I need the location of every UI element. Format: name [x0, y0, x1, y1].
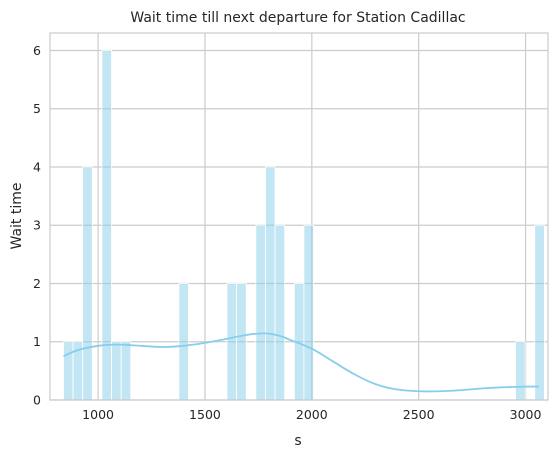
- histogram-bar: [515, 341, 526, 401]
- x-axis-label: s: [294, 433, 301, 449]
- histogram-bars: [63, 50, 545, 401]
- x-tick-labels: 1000 1500 2000 2500 3000: [82, 407, 541, 422]
- histogram-bar: [111, 341, 122, 401]
- x-tick-label: 1500: [189, 407, 221, 422]
- histogram-bar: [265, 166, 276, 401]
- histogram-bar: [534, 224, 545, 401]
- y-tick-label: 4: [33, 159, 41, 174]
- histogram-bar: [303, 224, 314, 401]
- histogram-bar: [255, 224, 266, 401]
- y-tick-label: 3: [33, 218, 41, 233]
- y-tick-label: 6: [33, 43, 41, 58]
- histogram-bar: [101, 50, 112, 401]
- histogram-bar: [120, 341, 132, 401]
- y-tick-label: 2: [33, 276, 41, 291]
- y-tick-label: 0: [33, 393, 41, 408]
- x-tick-label: 3000: [510, 407, 542, 422]
- x-tick-label: 1000: [82, 407, 114, 422]
- y-tick-label: 5: [33, 101, 41, 116]
- plot-area-frame: [49, 32, 549, 401]
- x-tick-label: 2000: [296, 407, 328, 422]
- histogram-bar: [82, 166, 93, 401]
- kde-curve: [63, 332, 540, 393]
- histogram-bar: [226, 283, 237, 401]
- histogram-bar: [274, 224, 286, 401]
- chart-title: Wait time till next departure for Statio…: [130, 10, 465, 26]
- x-tick-label: 2500: [403, 407, 435, 422]
- histogram-bar: [178, 283, 189, 401]
- y-axis-label: Wait time: [9, 183, 25, 250]
- y-tick-label: 1: [33, 334, 41, 349]
- histogram-bar: [236, 283, 247, 401]
- histogram-bar: [63, 341, 74, 401]
- y-tick-labels: 0 1 2 3 4 5 6: [33, 43, 41, 408]
